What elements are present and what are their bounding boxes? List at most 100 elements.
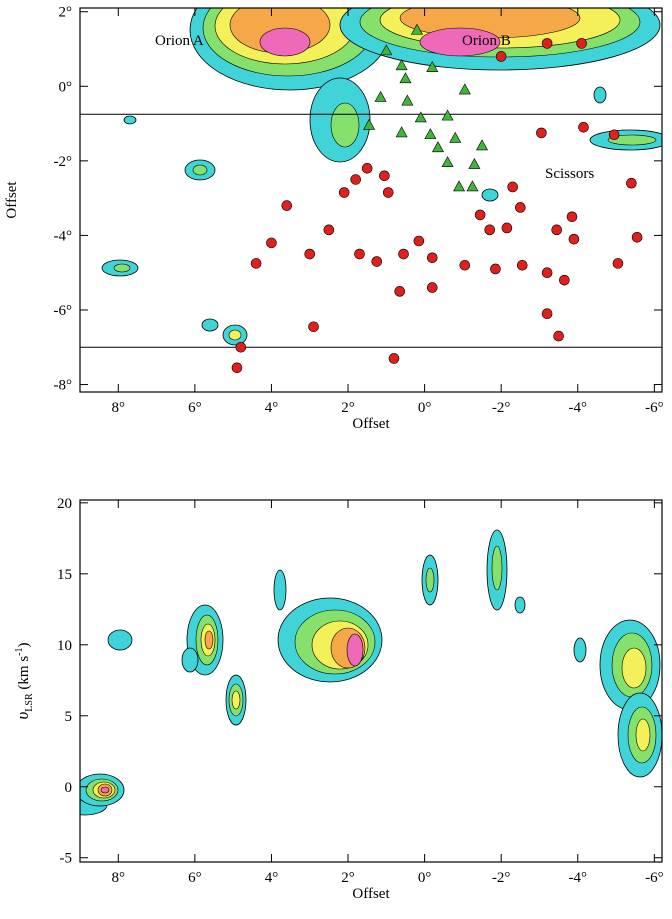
triangle-marker bbox=[424, 128, 437, 140]
triangle-marker bbox=[426, 61, 439, 72]
triangle-marker bbox=[380, 44, 393, 56]
y-axis-label-part: (km s bbox=[16, 656, 32, 694]
y-axis-label-part: υ bbox=[13, 712, 32, 720]
circle-marker bbox=[501, 222, 513, 234]
plot-frame bbox=[79, 499, 663, 863]
annotation: Scissors bbox=[545, 166, 594, 182]
contours-bottom bbox=[80, 529, 662, 816]
circle-marker bbox=[551, 224, 563, 236]
x-tick-label: -4° bbox=[569, 870, 588, 886]
circle-marker bbox=[559, 274, 570, 286]
circle-marker bbox=[568, 233, 580, 245]
circle-marker bbox=[507, 181, 518, 193]
annotation: Orion A bbox=[155, 33, 204, 49]
circle-marker bbox=[541, 308, 553, 320]
circle-marker bbox=[250, 258, 262, 269]
x-tick-label: 0° bbox=[418, 870, 432, 886]
x-tick-label: -4° bbox=[569, 400, 588, 416]
triangle-marker bbox=[476, 139, 489, 151]
annotation: Orion B bbox=[462, 33, 511, 49]
y-tick-label: 0 bbox=[65, 780, 73, 796]
y-tick-label: -8° bbox=[54, 378, 73, 394]
x-tick-label: 4° bbox=[265, 400, 279, 416]
circle-marker bbox=[354, 248, 365, 260]
y-axis-label-part: ) bbox=[16, 643, 32, 648]
triangle-marker bbox=[468, 157, 481, 169]
circle-marker bbox=[350, 174, 361, 185]
triangle-marker bbox=[401, 94, 414, 106]
circle-marker bbox=[578, 122, 589, 133]
y-tick-label: -4° bbox=[54, 228, 73, 244]
y-tick-label: -6° bbox=[54, 303, 73, 319]
circle-marker bbox=[338, 187, 350, 198]
x-tick-label: 8° bbox=[112, 400, 126, 416]
triangle-marker bbox=[363, 118, 376, 130]
y-tick-label: -2° bbox=[54, 154, 73, 170]
circle-marker bbox=[536, 127, 547, 139]
circle-marker bbox=[608, 129, 620, 141]
circle-marker bbox=[541, 38, 553, 49]
circle-marker bbox=[382, 187, 394, 198]
y-axis-label-part: -1 bbox=[14, 648, 25, 656]
x-tick-label: -6° bbox=[645, 870, 664, 886]
circle-marker bbox=[235, 341, 247, 353]
x-axis-label: Offset bbox=[352, 416, 390, 432]
x-tick-label: 8° bbox=[112, 870, 126, 886]
x-tick-label: -2° bbox=[492, 400, 511, 416]
circle-marker bbox=[459, 259, 471, 271]
triangle-marker bbox=[431, 141, 445, 153]
x-tick-label: 6° bbox=[188, 400, 202, 416]
circle-marker bbox=[612, 258, 624, 269]
y-axis-label: Offset bbox=[4, 181, 20, 219]
circle-marker bbox=[474, 209, 486, 221]
y-tick-label: 5 bbox=[65, 709, 73, 725]
circle-marker bbox=[266, 237, 277, 249]
circle-marker bbox=[394, 286, 406, 297]
circle-marker bbox=[490, 263, 501, 275]
x-tick-label: 2° bbox=[341, 400, 355, 416]
triangle-marker bbox=[466, 180, 479, 192]
triangle-marker bbox=[453, 180, 466, 192]
circle-marker bbox=[515, 202, 526, 213]
circle-marker bbox=[426, 252, 438, 264]
circle-marker bbox=[413, 235, 425, 247]
contours-top bbox=[101, 8, 662, 346]
triangle-marker bbox=[395, 126, 408, 138]
circle-marker bbox=[484, 224, 495, 236]
triangle-marker bbox=[458, 83, 471, 95]
y-axis-label: υLSR (km s-1) bbox=[13, 643, 35, 720]
circle-marker bbox=[626, 177, 637, 189]
circle-marker bbox=[426, 282, 438, 293]
x-axis-label: Offset bbox=[352, 886, 390, 902]
x-tick-label: 6° bbox=[188, 870, 202, 886]
triangle-marker bbox=[414, 111, 427, 123]
triangle-marker bbox=[374, 90, 387, 102]
triangle-marker bbox=[395, 59, 408, 71]
circle-marker bbox=[361, 163, 373, 174]
y-tick-label: 2° bbox=[59, 5, 73, 21]
x-tick-label: 2° bbox=[341, 870, 355, 886]
circle-marker bbox=[281, 200, 293, 211]
y-tick-label: 20 bbox=[57, 496, 72, 512]
circle-marker bbox=[231, 362, 243, 374]
circle-marker bbox=[371, 256, 383, 267]
circle-marker bbox=[308, 321, 319, 333]
y-tick-label: 10 bbox=[57, 638, 72, 654]
x-tick-label: 4° bbox=[265, 870, 279, 886]
y-axis-label-part: LSR bbox=[24, 693, 35, 712]
triangle-marker bbox=[441, 156, 454, 168]
x-tick-label: 0° bbox=[418, 400, 432, 416]
triangle-marker bbox=[449, 131, 462, 143]
circle-marker bbox=[566, 211, 578, 223]
y-tick-label: -5 bbox=[60, 851, 73, 867]
circle-marker bbox=[388, 353, 400, 364]
circle-marker bbox=[379, 170, 390, 182]
y-tick-label: 0° bbox=[59, 79, 73, 95]
y-tick-label: 15 bbox=[57, 567, 72, 583]
x-tick-label: -2° bbox=[492, 870, 511, 886]
circle-marker bbox=[495, 51, 507, 62]
circle-marker bbox=[516, 259, 528, 271]
circle-marker bbox=[553, 330, 564, 342]
